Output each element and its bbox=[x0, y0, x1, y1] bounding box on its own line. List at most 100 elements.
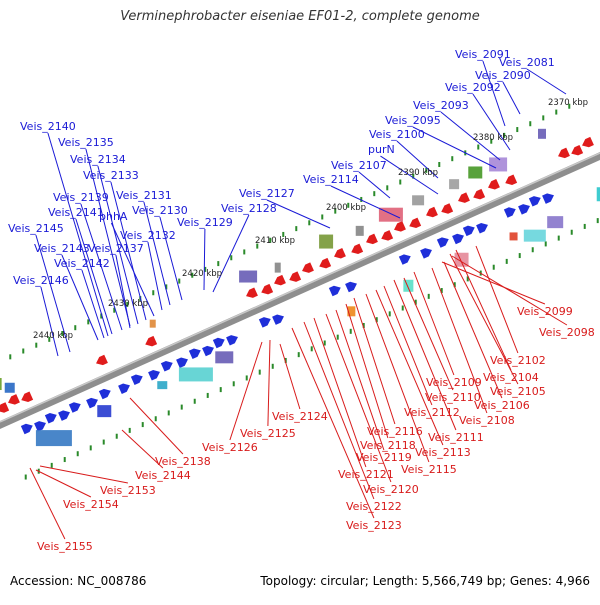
forward-gene-label: Veis_2093 bbox=[413, 99, 469, 112]
forward-gene-label: Veis_2095 bbox=[385, 114, 441, 127]
tick-track bbox=[9, 103, 599, 480]
reverse-gene-label: Veis_2116 bbox=[367, 425, 423, 438]
tick-mark bbox=[152, 290, 155, 296]
callout-line bbox=[431, 267, 488, 414]
callout-line bbox=[303, 321, 375, 500]
tick-mark bbox=[204, 266, 207, 272]
tick-mark bbox=[232, 381, 235, 387]
forward-gene-arrow bbox=[272, 314, 284, 325]
callout-line bbox=[383, 285, 433, 406]
forward-gene-arrow bbox=[118, 383, 130, 394]
forward-gene-arrow bbox=[34, 421, 46, 432]
tick-mark bbox=[48, 336, 51, 342]
forward-gene-arrow bbox=[226, 335, 238, 346]
tick-mark bbox=[308, 220, 311, 226]
kbp-label: 2400 kbp bbox=[326, 203, 366, 213]
reverse-gene-label: Veis_2144 bbox=[135, 469, 191, 482]
tick-mark bbox=[24, 474, 27, 480]
tick-mark bbox=[557, 235, 560, 241]
forward-gene-arrow bbox=[130, 374, 143, 385]
tick-mark bbox=[271, 363, 274, 369]
reverse-gene-label: Veis_2104 bbox=[483, 371, 539, 384]
callout-line bbox=[39, 465, 128, 484]
tick-mark bbox=[102, 439, 105, 445]
reverse-gene-arrow bbox=[289, 271, 302, 282]
feature-track bbox=[0, 128, 600, 447]
forward-gene-arrow bbox=[398, 254, 411, 265]
forward-feature-block bbox=[178, 367, 213, 382]
tick-mark bbox=[373, 191, 376, 197]
reverse-gene-label: Veis_2125 bbox=[240, 427, 296, 440]
reverse-gene-label: Veis_2099 bbox=[517, 305, 573, 318]
forward-gene-arrow bbox=[86, 397, 98, 409]
reverse-gene-arrow bbox=[21, 391, 34, 402]
reverse-gene-label: Veis_2111 bbox=[428, 431, 484, 444]
reverse-feature-block bbox=[149, 319, 156, 328]
forward-gene-label: Veis_2130 bbox=[132, 204, 188, 217]
reverse-gene-arrow bbox=[319, 257, 332, 269]
kbp-label: 2410 kbp bbox=[255, 236, 295, 246]
forward-gene-arrow bbox=[503, 207, 516, 218]
reverse-gene-label: Veis_2115 bbox=[401, 463, 457, 476]
callout-line bbox=[440, 111, 501, 161]
callout-line bbox=[526, 68, 567, 95]
callout-line bbox=[85, 148, 131, 327]
forward-gene-label: Veis_2091 bbox=[455, 48, 511, 61]
tick-mark bbox=[128, 427, 131, 433]
forward-feature-block bbox=[215, 351, 234, 364]
forward-gene-arrow bbox=[258, 317, 271, 328]
reverse-gene-arrow bbox=[571, 144, 584, 156]
tick-mark bbox=[9, 354, 12, 360]
kbp-labels: 2370 kbp 2380 kbp 2390 kbp 2400 kbp 2410 kbp… bbox=[33, 98, 588, 341]
forward-gene-label: Veis_2114 bbox=[303, 173, 359, 186]
kbp-label: 2370 kbp bbox=[548, 98, 588, 108]
callout-line bbox=[229, 341, 263, 441]
tick-mark bbox=[87, 319, 90, 325]
tick-mark bbox=[295, 226, 298, 232]
forward-gene-arrow bbox=[176, 357, 188, 368]
tick-mark bbox=[206, 392, 209, 398]
callout-line bbox=[143, 201, 171, 306]
callout-line bbox=[502, 81, 521, 115]
tick-mark bbox=[76, 451, 79, 457]
tick-mark bbox=[113, 307, 116, 313]
reverse-gene-arrow bbox=[394, 221, 406, 232]
callout-line bbox=[475, 245, 519, 354]
reverse-gene-arrow bbox=[473, 188, 486, 200]
forward-gene-label: Veis_2100 bbox=[369, 128, 425, 141]
tick-mark bbox=[35, 342, 38, 348]
forward-gene-label: Veis_2141 bbox=[48, 206, 104, 219]
callout-line bbox=[358, 171, 391, 199]
callout-line bbox=[267, 339, 271, 427]
tick-mark bbox=[427, 293, 430, 299]
tick-mark bbox=[245, 375, 248, 381]
reverse-gene-label: Veis_2123 bbox=[346, 519, 402, 532]
reverse-gene-label: Veis_2118 bbox=[360, 439, 416, 452]
tick-mark bbox=[74, 325, 77, 331]
reverse-gene-label: Veis_2113 bbox=[415, 446, 471, 459]
callout-line bbox=[97, 165, 139, 325]
forward-feature-block bbox=[454, 252, 469, 267]
callout-line bbox=[40, 286, 59, 357]
tick-mark bbox=[544, 241, 547, 247]
kbp-label: 2420 kbp bbox=[182, 269, 222, 279]
callout-line bbox=[129, 397, 184, 455]
reverse-gene-label: Veis_2112 bbox=[404, 406, 460, 419]
tick-mark bbox=[282, 231, 285, 237]
reverse-gene-label: Veis_2108 bbox=[459, 414, 515, 427]
tick-mark bbox=[336, 334, 339, 340]
forward-gene-arrow bbox=[44, 413, 57, 424]
reverse-gene-arrow bbox=[334, 248, 346, 259]
tick-mark bbox=[50, 462, 53, 468]
forward-gene-arrow bbox=[462, 225, 475, 237]
genome-summary-text: Topology: circular; Length: 5,566,749 bp… bbox=[260, 574, 590, 588]
forward-gene-label: Veis_2142 bbox=[54, 257, 110, 270]
tick-mark bbox=[516, 127, 519, 133]
tick-mark bbox=[297, 352, 300, 358]
genome-title: Verminephrobacter eiseniae EF01-2, compl… bbox=[120, 9, 480, 24]
forward-gene-arrow bbox=[58, 410, 70, 421]
forward-gene-label: Veis_2131 bbox=[116, 189, 172, 202]
callout-line bbox=[449, 253, 519, 385]
tick-mark bbox=[349, 328, 352, 334]
